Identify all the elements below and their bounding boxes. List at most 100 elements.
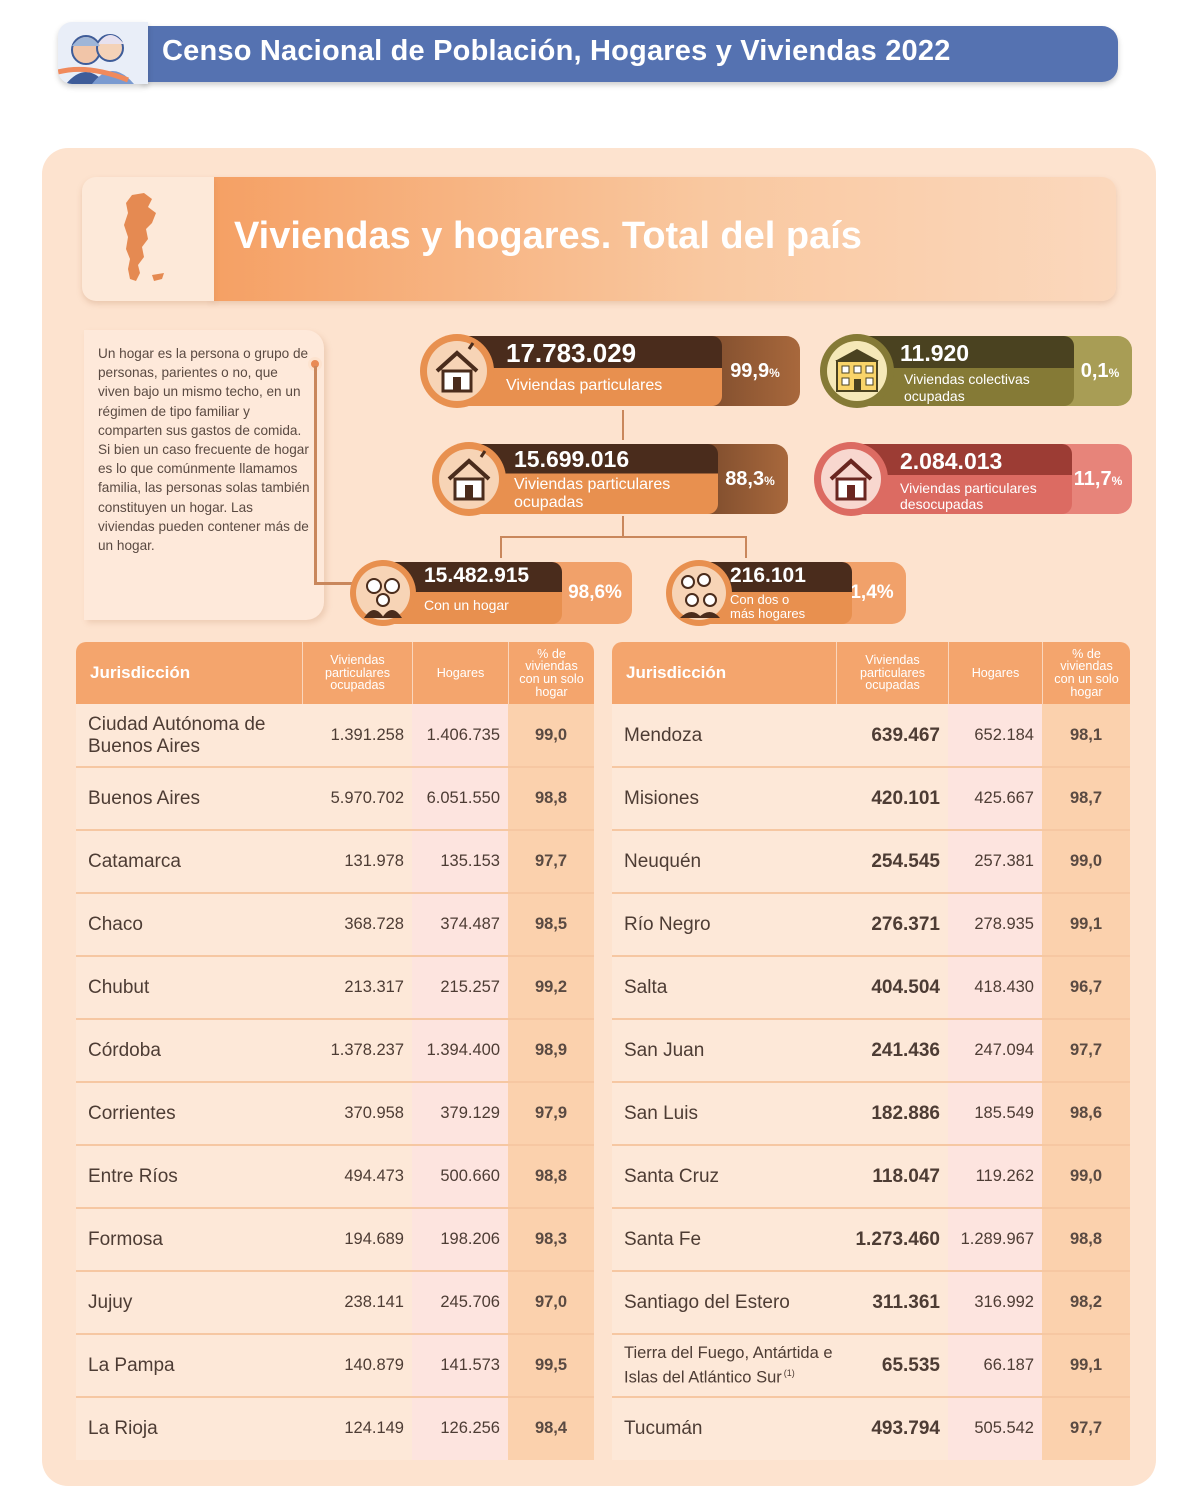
viviendas-value: 370.958 — [344, 1104, 404, 1122]
argentina-map-icon — [82, 177, 214, 301]
house-icon — [814, 442, 888, 516]
viviendas-value: 131.978 — [344, 852, 404, 870]
row-divider — [612, 1333, 1130, 1335]
census-banner: Censo Nacional de Población, Hogares y V… — [58, 22, 1118, 84]
stat-bar — [854, 444, 1072, 514]
table-row: Córdoba 1.378.237 1.394.400 98,9 — [76, 1019, 594, 1082]
stat-label: Viviendas colectivas — [904, 371, 1030, 387]
house-icon — [432, 442, 506, 516]
table-row: Tierra del Fuego, Antártida e Islas del … — [612, 1334, 1130, 1397]
stat-pct: 98,6% — [568, 582, 622, 603]
hogares-value: 418.430 — [974, 978, 1034, 996]
pct-value: 99,2 — [534, 978, 568, 996]
viviendas-value: 276.371 — [871, 913, 940, 935]
hogares-value: 278.935 — [974, 915, 1034, 933]
header-viviendas: Viviendas particulares ocupadas — [302, 642, 412, 704]
row-divider — [76, 766, 594, 768]
tree-line — [622, 410, 624, 440]
banner-title: Censo Nacional de Población, Hogares y V… — [162, 35, 951, 67]
stat-con-un-hogar: 98,6% 15.482.915 Con un hogar — [350, 560, 632, 626]
row-divider — [612, 1396, 1130, 1398]
stat-viviendas-ocupadas: 88,3% 15.699.016 Viviendas particulares … — [432, 442, 788, 516]
viviendas-value: 182.886 — [871, 1102, 940, 1124]
pct-value: 99,1 — [1069, 915, 1103, 933]
jurisdiction-name: Chubut — [88, 976, 150, 998]
definition-card: Un hogar es la persona o grupo de person… — [84, 330, 324, 620]
pct-value: 98,5 — [534, 915, 568, 933]
row-divider — [76, 892, 594, 894]
hogares-value: 379.129 — [440, 1104, 500, 1122]
table-row: Jujuy 238.141 245.706 97,0 — [76, 1271, 594, 1334]
table-row: Santa Cruz 118.047 119.262 99,0 — [612, 1145, 1130, 1208]
definition-text: Un hogar es la persona o grupo de person… — [98, 346, 310, 554]
pct-value: 98,9 — [534, 1041, 568, 1059]
table-row: San Luis 182.886 185.549 98,6 — [612, 1082, 1130, 1145]
table-row: Santiago del Estero 311.361 316.992 98,2 — [612, 1271, 1130, 1334]
hogares-value: 316.992 — [974, 1293, 1034, 1311]
stat-viviendas-colectivas: 0,1% 11.920 Viviendas colectivas ocupada… — [820, 334, 1132, 408]
stat-value: 2.084.013 — [900, 448, 1003, 474]
stat-value: 216.101 — [730, 564, 806, 587]
pct-value: 98,3 — [534, 1230, 568, 1248]
hogares-value: 245.706 — [440, 1293, 500, 1311]
stat-con-dos-hogares: 1,4% 216.101 Con dos o más hogares — [666, 560, 906, 626]
census-logo-icon — [58, 22, 148, 84]
pct-value: 97,7 — [1069, 1041, 1103, 1059]
hogares-value: 247.094 — [974, 1041, 1034, 1059]
jurisdiction-name: Salta — [624, 976, 668, 998]
footnote-mark: (1) — [783, 1368, 795, 1379]
pct-value: 98,4 — [534, 1419, 568, 1437]
row-divider — [76, 955, 594, 957]
stat-bar — [860, 336, 1074, 406]
stat-pct-sign: % — [764, 473, 775, 488]
table-row: Salta 404.504 418.430 96,7 — [612, 956, 1130, 1019]
jurisdiction-name: Neuquén — [624, 850, 702, 872]
tree-line — [745, 536, 747, 558]
row-divider — [76, 1396, 594, 1398]
table-row: Tucumán 493.794 505.542 97,7 — [612, 1397, 1130, 1460]
table-row: Formosa 194.689 198.206 98,3 — [76, 1208, 594, 1271]
table-row: Santa Fe 1.273.460 1.289.967 98,8 — [612, 1208, 1130, 1271]
hogares-value: 1.394.400 — [426, 1041, 500, 1059]
row-divider — [612, 1270, 1130, 1272]
section-title-bar — [212, 177, 1116, 301]
viviendas-value: 194.689 — [344, 1230, 404, 1248]
jurisdiction-name: Entre Ríos — [88, 1165, 178, 1187]
table-row: Buenos Aires 5.970.702 6.051.550 98,8 — [76, 767, 594, 830]
hogares-value: 126.256 — [440, 1419, 500, 1437]
table-row: Neuquén 254.545 257.381 99,0 — [612, 830, 1130, 893]
header-pct: % de viviendas con un solo hogar — [1042, 642, 1130, 704]
stat-value: 17.783.029 — [506, 338, 637, 368]
row-divider — [612, 1144, 1130, 1146]
row-divider — [612, 1207, 1130, 1209]
jurisdiction-name: Catamarca — [88, 850, 181, 872]
jurisdiction-table-right: Jurisdicción Viviendas particulares ocupad… — [612, 642, 1130, 1460]
stat-pct: 88,3 — [725, 467, 765, 490]
tree-line — [622, 516, 624, 538]
pct-value: 98,7 — [1069, 789, 1103, 807]
jurisdiction-table-left: Jurisdicción Viviendas particulares ocupad… — [76, 642, 594, 1460]
jurisdiction-name: Córdoba — [88, 1039, 161, 1061]
viviendas-value: 254.545 — [871, 850, 940, 872]
hogares-value: 119.262 — [975, 1167, 1034, 1185]
stat-label: más hogares — [730, 606, 806, 621]
viviendas-value: 1.378.237 — [330, 1041, 404, 1059]
pct-value: 99,0 — [1069, 1167, 1103, 1185]
pct-value: 98,8 — [534, 789, 568, 807]
jurisdiction-name: Chaco — [88, 913, 143, 935]
family-icon — [350, 560, 416, 626]
row-divider — [612, 1018, 1130, 1020]
pct-value: 96,7 — [1069, 978, 1103, 996]
header-jurisdiccion: Jurisdicción — [90, 663, 191, 682]
pct-value: 99,0 — [1069, 852, 1103, 870]
jurisdiction-name: Ciudad Autónoma de Buenos Aires — [88, 713, 266, 757]
pct-value: 97,7 — [1069, 1419, 1103, 1437]
table-header: Jurisdicción Viviendas particulares ocupad… — [76, 642, 594, 704]
jurisdiction-name: Tucumán — [624, 1417, 703, 1439]
stat-pct-sign: % — [1111, 473, 1123, 488]
row-divider — [76, 1018, 594, 1020]
stat-bar — [460, 336, 722, 406]
pct-value: 98,8 — [1069, 1230, 1103, 1248]
hogares-value: 505.542 — [974, 1419, 1034, 1437]
jurisdiction-name: Buenos Aires — [88, 787, 200, 809]
